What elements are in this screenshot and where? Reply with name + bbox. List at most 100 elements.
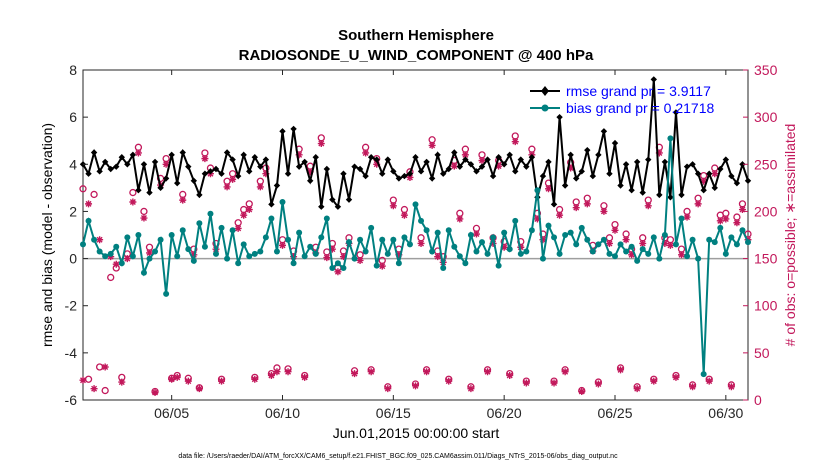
assimilated-point <box>179 196 187 204</box>
rmse-point <box>395 175 403 182</box>
bias-point <box>152 248 159 255</box>
bias-point <box>512 217 519 224</box>
assimilated-point <box>173 373 181 381</box>
bias-point <box>689 236 696 243</box>
assimilated-point <box>472 230 480 238</box>
bias-point <box>645 250 652 257</box>
bias-point <box>190 257 197 264</box>
bias-point <box>539 255 546 262</box>
assimilated-point <box>245 206 253 214</box>
assimilated-point <box>373 160 381 168</box>
x-tick-label: 06/30 <box>708 405 743 421</box>
bias-point <box>700 371 707 378</box>
rmse-point <box>706 170 713 177</box>
rmse-point <box>595 151 602 159</box>
bias-point <box>218 224 225 231</box>
bias-point <box>445 227 452 234</box>
bias-point <box>285 236 292 243</box>
rmse-point <box>212 165 220 173</box>
rmse-point <box>678 191 685 199</box>
bias-point <box>229 227 236 234</box>
bias-point <box>479 239 485 246</box>
rmse-point <box>118 154 125 161</box>
bias-point <box>506 246 513 253</box>
possible-point <box>101 386 109 395</box>
rmse-point <box>135 187 142 194</box>
assimilated-point <box>112 260 120 268</box>
assimilated-point <box>384 385 392 393</box>
bias-point <box>323 215 330 222</box>
bias-point <box>711 239 718 246</box>
rmse-point <box>129 151 137 159</box>
rmse-point <box>168 151 175 159</box>
assimilated-point <box>467 385 475 393</box>
assimilated-point <box>367 368 375 376</box>
bias-point <box>157 236 164 243</box>
rmse-point <box>650 76 657 83</box>
rmse-point <box>162 175 170 182</box>
rmse-point <box>279 128 286 135</box>
bias-point <box>179 227 186 234</box>
rmse-point <box>484 156 491 163</box>
bias-point <box>473 248 480 255</box>
assimilated-point <box>284 368 292 376</box>
x-tick-label: 06/05 <box>154 405 189 421</box>
assimilated-point <box>301 373 309 381</box>
rmse-point <box>268 201 275 208</box>
bias-point <box>667 135 674 142</box>
rmse-point <box>500 161 508 168</box>
possible-point <box>84 375 93 383</box>
bias-point <box>213 250 219 257</box>
bias-point <box>301 253 308 260</box>
assimilated-point <box>434 253 442 261</box>
bias-point <box>695 255 702 262</box>
assimilated-point <box>738 206 746 214</box>
assimilated-point <box>600 207 608 215</box>
x-tick-label: 06/15 <box>376 405 411 421</box>
bias-point <box>606 250 613 257</box>
rmse-point <box>257 163 264 170</box>
rmse-point <box>700 187 707 194</box>
rmse-point <box>85 170 92 177</box>
rmse-point <box>694 170 702 177</box>
rmse-point <box>733 179 741 187</box>
rmse-point <box>434 151 441 159</box>
assimilated-point <box>678 251 685 259</box>
rmse-point <box>567 151 574 159</box>
y2-tick-label: 100 <box>754 298 778 314</box>
assimilated-point <box>666 241 674 249</box>
rmse-point <box>456 163 464 170</box>
assimilated-point <box>262 170 270 178</box>
rmse-point <box>351 163 358 170</box>
rmse-point <box>728 172 735 180</box>
bias-point <box>584 236 591 243</box>
rmse-point <box>334 203 342 210</box>
rmse-point <box>196 191 203 199</box>
assimilated-point <box>661 239 669 247</box>
bias-point <box>656 255 663 262</box>
assimilated-point <box>705 377 713 385</box>
rmse-point <box>373 156 380 163</box>
rmse-point <box>318 203 325 210</box>
bias-point <box>273 248 280 255</box>
rmse-point <box>628 187 635 194</box>
rmse-point <box>667 194 674 201</box>
assimilated-point <box>722 215 730 223</box>
bias-point <box>235 260 242 267</box>
assimilated-point <box>339 253 347 261</box>
bias-point <box>650 234 657 241</box>
bias-point <box>661 232 668 238</box>
bias-point <box>102 253 109 260</box>
rmse-point <box>406 170 414 177</box>
bias-point <box>124 234 131 241</box>
possible-point <box>107 273 115 282</box>
bias-point <box>268 215 275 222</box>
rmse-point <box>113 163 120 170</box>
rmse-point <box>556 113 563 121</box>
rmse-point <box>240 151 247 159</box>
series-bias <box>80 135 751 378</box>
bias-point <box>523 248 530 255</box>
rmse-point <box>301 158 308 166</box>
bias-point <box>174 253 181 260</box>
